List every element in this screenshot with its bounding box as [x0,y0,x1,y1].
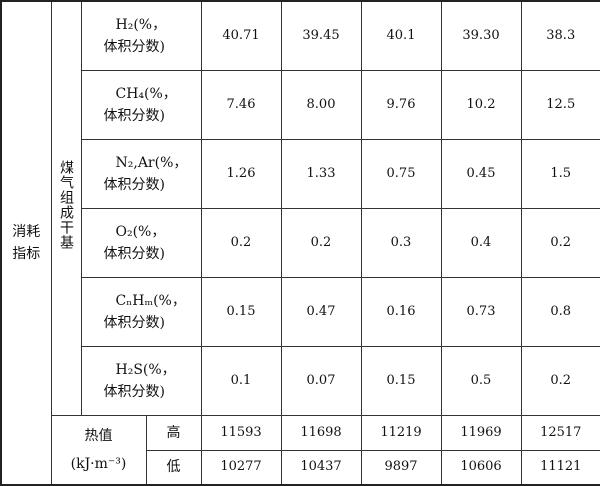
value-cell: 0.1 [200,345,282,416]
side-label: 消耗指标 [12,224,41,262]
value-cell: 10277 [200,449,282,486]
value-cell: 1.26 [200,138,282,209]
value-cell: 0.4 [440,207,522,278]
row-label: 体积分数) [103,383,165,400]
row-label: 体积分数) [103,314,165,331]
row-label-cell: O₂(%， 体积分数) [80,207,202,278]
value-cell: 0.2 [520,207,600,278]
table-row: CₙHₘ(%， 体积分数) 0.15 0.47 0.16 0.73 0.8 [1,276,600,347]
table-row: N₂,Ar(%， 体积分数) 1.26 1.33 0.75 0.45 1.5 [1,138,600,209]
value-cell: 0.5 [440,345,522,416]
table-row: 低 10277 10437 9897 10606 11121 [1,449,600,486]
value-cell: 1.33 [280,138,362,209]
heat-label: 热值 [84,427,113,444]
row-label-cell: CₙHₘ(%， 体积分数) [80,276,202,347]
value-cell: 10437 [280,449,362,486]
value-cell: 11219 [360,414,442,451]
row-label: 体积分数) [103,245,165,262]
value-cell: 0.07 [280,345,362,416]
row-label-cell: H₂S(%， 体积分数) [80,345,202,416]
value-cell: 0.2 [200,207,282,278]
value-cell: 39.45 [280,0,362,71]
value-cell: 1.5 [520,138,600,209]
heat-label-cell: 热值 (kJ·m⁻³) [50,414,147,486]
value-cell: 0.8 [520,276,600,347]
row-label-cell: CH₄(%， 体积分数) [80,69,202,140]
value-cell: 40.1 [360,0,442,71]
value-cell: 0.16 [360,276,442,347]
table-row: O₂(%， 体积分数) 0.2 0.2 0.3 0.4 0.2 [1,207,600,278]
row-label-cell: H₂(%， 体积分数) [80,0,202,71]
value-cell: 39.30 [440,0,522,71]
row-label-cell: N₂,Ar(%， 体积分数) [80,138,202,209]
table-row: 热值 (kJ·m⁻³) 高 11593 11698 11219 11969 12517 [1,414,600,486]
group-label-cell: 煤气组成干基 [50,0,82,416]
value-cell: 0.15 [200,276,282,347]
value-cell: 40.71 [200,0,282,71]
value-cell: 10606 [440,449,522,486]
group-label: 煤气组成干基 [58,159,74,250]
row-label: 体积分数) [103,176,165,193]
value-cell: 0.47 [280,276,362,347]
heat-label: (kJ·m⁻³) [70,455,127,472]
value-cell: 7.46 [200,69,282,140]
value-cell: 38.3 [520,0,600,71]
value-cell: 0.73 [440,276,522,347]
value-cell: 0.2 [520,345,600,416]
value-cell: 8.00 [280,69,362,140]
value-cell: 12517 [520,414,600,451]
value-cell: 0.3 [360,207,442,278]
row-label: N₂,Ar(%， [115,154,188,171]
value-cell: 12.5 [520,69,600,140]
value-cell: 11969 [440,414,522,451]
heat-sub-label: 高 [145,414,202,451]
heat-sub-label: 低 [145,449,202,486]
table-row: CH₄(%， 体积分数) 7.46 8.00 9.76 10.2 12.5 [1,69,600,140]
row-label: CₙHₘ(%， [115,292,186,309]
value-cell: 11698 [280,414,362,451]
row-label: CH₄(%， [115,85,177,102]
value-cell: 10.2 [440,69,522,140]
value-cell: 9897 [360,449,442,486]
row-label: O₂(%， [115,223,166,240]
value-cell: 0.2 [280,207,362,278]
row-label: H₂S(%， [115,361,176,378]
side-label-cell: 消耗指标 [0,0,52,486]
value-cell: 0.45 [440,138,522,209]
value-cell: 0.15 [360,345,442,416]
table-row: H₂S(%， 体积分数) 0.1 0.07 0.15 0.5 0.2 [1,345,600,416]
value-cell: 11121 [520,449,600,486]
value-cell: 11593 [200,414,282,451]
row-label: 体积分数) [103,107,165,124]
value-cell: 9.76 [360,69,442,140]
row-label: 体积分数) [103,38,165,55]
value-cell: 0.75 [360,138,442,209]
row-label: H₂(%， [115,16,167,33]
